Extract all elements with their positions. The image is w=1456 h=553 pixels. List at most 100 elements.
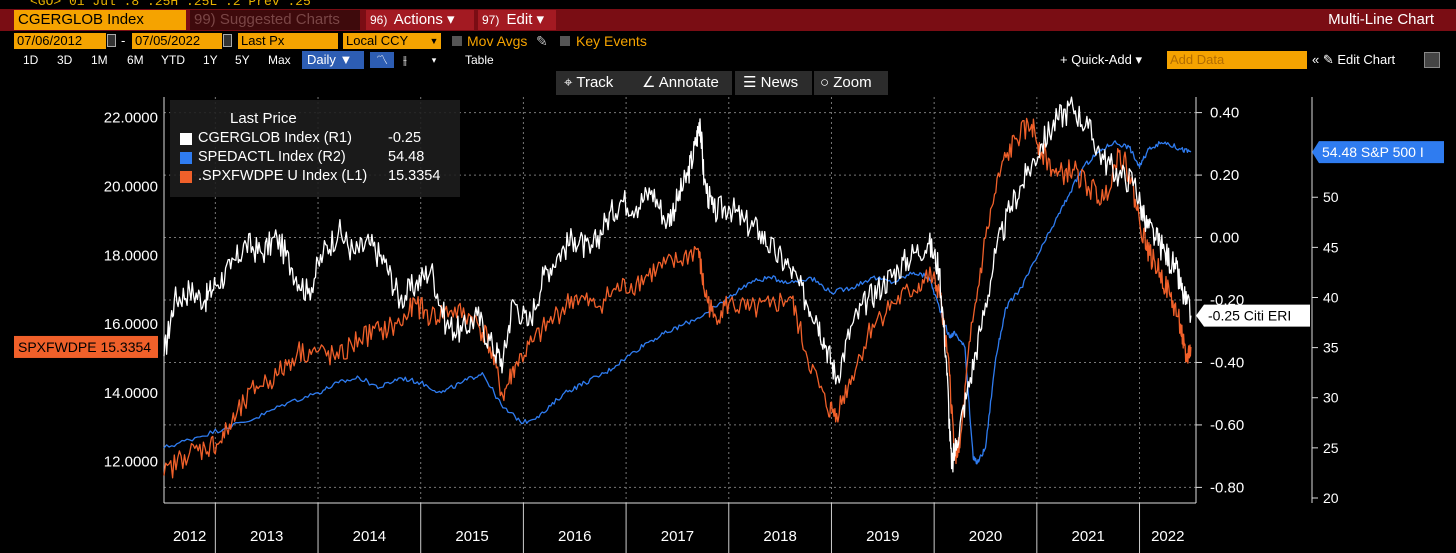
r1-value-tag-label: -0.25 Citi ERI — [1208, 308, 1291, 324]
x-tick-label: 2019 — [866, 528, 899, 545]
legend-title: Last Price — [230, 110, 297, 127]
legend-item-name: SPEDACTL Index (R2) — [198, 149, 346, 165]
value-tags: SPXFWDPE 15.3354 -0.25 Citi ERI 54.48 S&P … — [14, 141, 1444, 358]
period-bar — [0, 51, 1456, 69]
x-tick-label: 2016 — [558, 528, 591, 545]
x-tick-label: 2022 — [1151, 528, 1184, 545]
period-1d-button[interactable]: 1D — [23, 53, 39, 67]
legend-item-spedactl[interactable]: SPEDACTL Index (R2) 54.48 — [180, 149, 460, 167]
legend[interactable]: Last Price CGERGLOB Index (R1) -0.25 SPE… — [170, 100, 460, 197]
pencil-icon[interactable]: ✎ — [536, 33, 548, 49]
legend-item-spxfwdpe[interactable]: .SPXFWDPE U Index (L1) 15.3354 — [180, 168, 460, 186]
r1-axis-tick-label: -0.80 — [1210, 479, 1244, 496]
r2-axis-tick-label: 25 — [1323, 440, 1339, 456]
actions-num: 96) — [370, 13, 388, 27]
title-bar — [0, 9, 1456, 31]
r2-axis-tick-label: 45 — [1323, 239, 1339, 255]
date-range-dash: - — [121, 33, 126, 48]
chevron-down-icon[interactable]: ▼ — [427, 33, 441, 49]
r2-axis-tick-label: 20 — [1323, 490, 1339, 506]
r1-axis-tick-label: 0.00 — [1210, 230, 1239, 247]
legend-item-value: 54.48 — [388, 149, 425, 165]
actions-label: Actions ▾ — [393, 11, 455, 28]
left-axis-tick-label: 14.0000 — [104, 385, 158, 402]
start-date-field[interactable]: 07/06/2012 — [14, 33, 106, 49]
edit-num: 97) — [482, 13, 500, 27]
legend-item-value: -0.25 — [388, 130, 422, 146]
period-1m-button[interactable]: 1M — [91, 53, 108, 67]
grid-icon[interactable] — [1424, 52, 1440, 68]
series-line — [163, 96, 1192, 473]
edit-label: Edit ▾ — [506, 11, 545, 28]
news-button[interactable]: ☰ News — [735, 71, 812, 95]
suggested-label: Suggested Charts — [219, 11, 340, 28]
legend-item-value: 15.3354 — [388, 168, 441, 184]
r2-axis-tick-label: 35 — [1323, 340, 1339, 356]
key-events-checkbox[interactable] — [560, 36, 570, 46]
left-value-tag — [14, 335, 158, 358]
ticker-field[interactable]: CGERGLOB Index — [14, 10, 186, 30]
r1-axis-tick-label: 0.40 — [1210, 105, 1239, 122]
r2-value-tag-label: 54.48 S&P 500 I — [1322, 144, 1424, 160]
mov-avgs-label[interactable]: Mov Avgs — [467, 33, 528, 49]
add-data-input[interactable]: Add Data — [1167, 51, 1307, 69]
r2-axis-tick-label: 50 — [1323, 189, 1339, 205]
legend-item-name: .SPXFWDPE U Index (L1) — [198, 168, 368, 184]
left-axis-tick-label: 22.0000 — [104, 110, 158, 127]
price-field-select[interactable]: Last Px — [238, 33, 338, 49]
r1-axis-tick-label: -0.60 — [1210, 417, 1244, 434]
top-status-strip: <GO> 01 Jul .8 .25H .25L .2 Prev .25 — [0, 0, 1456, 9]
x-tick-label: 2020 — [969, 528, 1002, 545]
chevron-down-icon[interactable]: ▾ — [431, 55, 437, 65]
r2-value-tag — [1312, 141, 1444, 164]
left-value-tag-label: SPXFWDPE 15.3354 — [18, 339, 151, 355]
x-tick-label: 2012 — [173, 528, 206, 545]
x-tick-label: 2021 — [1071, 528, 1104, 545]
end-date-field[interactable]: 07/05/2022 — [132, 33, 222, 49]
calendar-icon[interactable] — [223, 34, 232, 47]
period-3d-button[interactable]: 3D — [57, 53, 73, 67]
frequency-select[interactable]: Daily ▼ — [302, 51, 364, 69]
period-ytd-button[interactable]: YTD — [161, 53, 185, 67]
key-events-label[interactable]: Key Events — [576, 33, 647, 49]
currency-select[interactable]: Local CCY — [343, 33, 427, 49]
edit-chart-button[interactable]: « ✎ Edit Chart — [1312, 52, 1396, 67]
top-strip-text: <GO> 01 Jul .8 .25H .25L .2 Prev .25 — [30, 0, 311, 9]
zoom-label: ○ Zoom — [820, 74, 872, 91]
quick-add-button[interactable]: + Quick-Add ▾ — [1060, 52, 1143, 67]
table-button[interactable]: Table — [465, 53, 494, 67]
legend-swatch — [180, 133, 192, 145]
actions-menu-button[interactable]: 96) Actions ▾ — [366, 10, 474, 30]
left-axis-tick-label: 16.0000 — [104, 316, 158, 333]
left-axis-tick-label: 20.0000 — [104, 178, 158, 195]
edit-menu-button[interactable]: 97) Edit ▾ — [478, 10, 556, 30]
r1-value-tag — [1196, 304, 1310, 327]
period-5y-button[interactable]: 5Y — [235, 53, 250, 67]
legend-item-name: CGERGLOB Index (R1) — [198, 130, 352, 146]
line-chart-icon[interactable]: 〽 — [370, 52, 394, 68]
calendar-icon[interactable] — [107, 34, 116, 47]
x-tick-label: 2015 — [455, 528, 488, 545]
suggested-charts-button[interactable]: 99) Suggested Charts — [190, 10, 360, 30]
news-label: ☰ News — [743, 74, 799, 91]
annotate-button[interactable]: ∠ Annotate — [642, 74, 719, 91]
r2-axis-tick-label: 30 — [1323, 390, 1339, 406]
track-button[interactable]: ⌖ Track — [564, 74, 614, 91]
period-1y-button[interactable]: 1Y — [203, 53, 218, 67]
x-tick-label: 2018 — [763, 528, 796, 545]
r1-axis-tick-label: -0.40 — [1210, 354, 1244, 371]
zoom-button[interactable]: ○ Zoom — [814, 71, 888, 95]
chart-type-label: Multi-Line Chart — [1328, 11, 1434, 28]
series-line — [163, 117, 1192, 479]
mov-avgs-checkbox[interactable] — [452, 36, 462, 46]
r1-axis-tick-label: 0.20 — [1210, 167, 1239, 184]
legend-item-cgerglob[interactable]: CGERGLOB Index (R1) -0.25 — [180, 130, 460, 148]
period-6m-button[interactable]: 6M — [127, 53, 144, 67]
period-max-button[interactable]: Max — [268, 53, 291, 67]
candlestick-icon[interactable]: ⫲ — [403, 53, 407, 67]
track-annotate-group: ⌖ Track ∠ Annotate — [556, 71, 732, 95]
x-tick-label: 2013 — [250, 528, 283, 545]
series-lines — [163, 96, 1192, 479]
axes: 2012 2013 2014 2015 2016 2017 2018 2019 2020 2021… — [104, 97, 1339, 553]
